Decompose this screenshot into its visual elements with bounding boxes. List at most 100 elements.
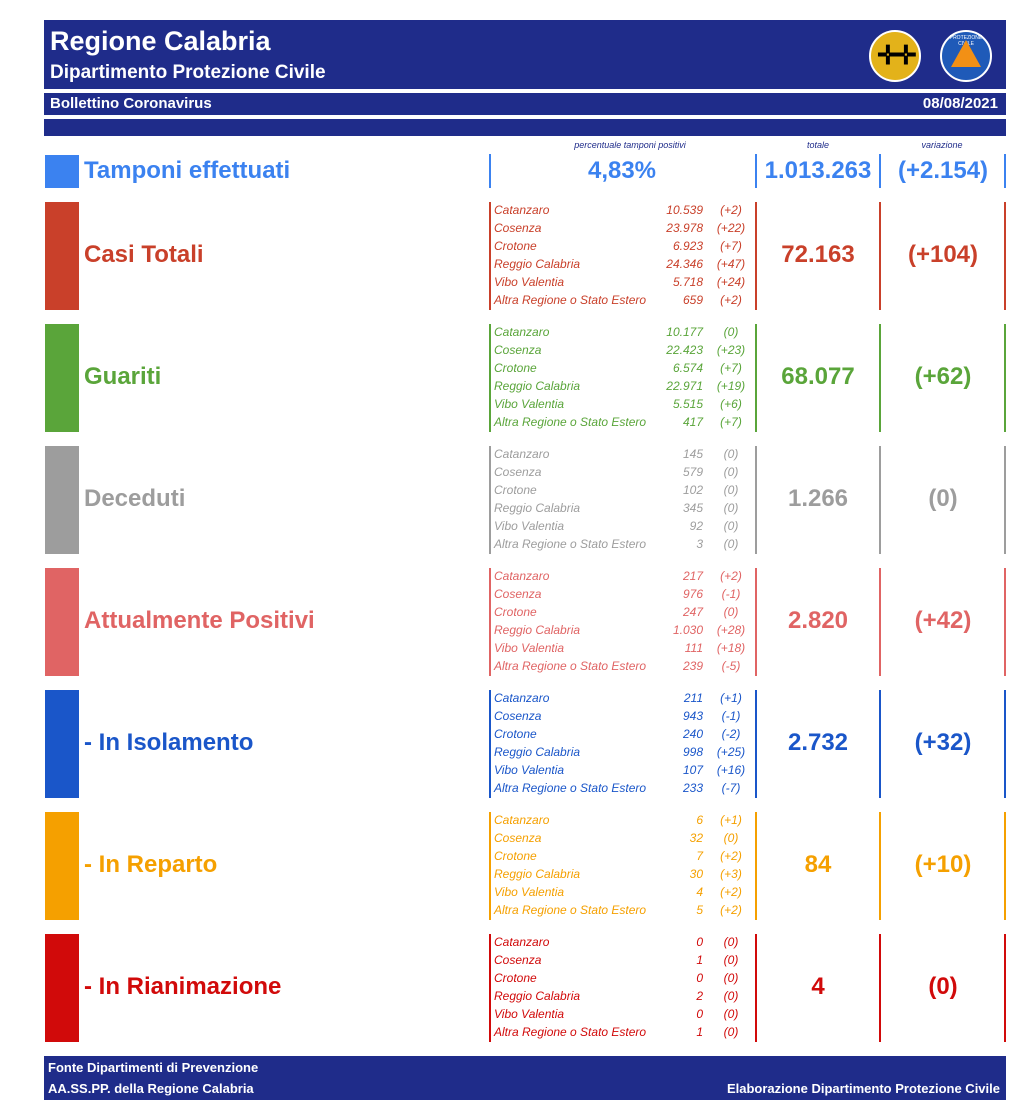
section-swatch	[45, 934, 79, 1042]
divider	[1004, 154, 1006, 188]
province-name: Crotone	[494, 727, 537, 741]
section-change: (+62)	[914, 363, 972, 390]
province-value: 211	[683, 691, 703, 705]
province-name: Altra Regione o Stato Estero	[494, 415, 647, 429]
divider	[755, 690, 757, 798]
province-value: 145	[682, 447, 703, 461]
province-name: Reggio Calabria	[494, 867, 581, 881]
province-value: 23.978	[666, 221, 703, 235]
province-name: Vibo Valentia	[494, 519, 565, 533]
tamponi-row: Tamponi effettuati 4,83% 1.013.263 (+2.1…	[0, 152, 1024, 192]
province-value: 247	[682, 605, 703, 619]
province-value: 233	[682, 781, 703, 795]
province-change: (-5)	[721, 659, 741, 673]
divider	[879, 324, 881, 432]
province-name: Catanzaro	[494, 935, 550, 949]
section-row: - In Reparto Catanzaro 6 (+1) Cosenza 32 (0) Cr…	[0, 812, 1024, 920]
province-change: (+25)	[716, 745, 746, 759]
province-value: 943	[682, 709, 703, 723]
province-change: (0)	[723, 465, 739, 479]
footer-source-2: AA.SS.PP. della Regione Calabria	[48, 1081, 254, 1096]
page-title: Regione Calabria	[50, 26, 271, 56]
province-change: (0)	[723, 935, 739, 949]
province-name: Catanzaro	[494, 569, 550, 583]
page-subtitle: Dipartimento Protezione Civile	[50, 62, 326, 83]
province-value: 0	[696, 935, 703, 949]
province-value: 24.346	[666, 257, 703, 271]
province-change: (0)	[723, 483, 739, 497]
section-swatch	[45, 446, 79, 554]
section-swatch	[45, 812, 79, 920]
province-value: 22.423	[666, 343, 703, 357]
section-change: (0)	[928, 973, 958, 1000]
province-change: (+7)	[720, 239, 742, 253]
divider	[755, 568, 757, 676]
province-value: 2	[696, 989, 703, 1003]
province-change: (-7)	[721, 781, 741, 795]
section-label: Casi Totali	[84, 241, 204, 268]
province-name: Catanzaro	[494, 691, 550, 705]
province-change: (0)	[723, 519, 739, 533]
section-change: (+104)	[907, 241, 979, 268]
divider	[879, 568, 881, 676]
province-change: (0)	[723, 1007, 739, 1021]
bulletin-bar: Bollettino Coronavirus 08/08/2021	[44, 93, 1006, 115]
province-value: 22.971	[666, 379, 703, 393]
province-value: 6	[696, 813, 703, 827]
divider	[1004, 812, 1006, 920]
section-total: 72.163	[781, 241, 855, 268]
section-change: (+10)	[914, 851, 972, 878]
province-name: Cosenza	[494, 953, 542, 967]
divider	[489, 202, 491, 310]
section-label: - In Isolamento	[84, 729, 254, 756]
province-name: Catanzaro	[494, 813, 550, 827]
province-name: Vibo Valentia	[494, 641, 565, 655]
province-value: 6.574	[672, 361, 703, 375]
province-name: Cosenza	[494, 831, 542, 845]
province-change: (+2)	[720, 203, 742, 217]
divider	[1004, 446, 1006, 554]
divider	[1004, 324, 1006, 432]
province-change: (0)	[723, 447, 739, 461]
province-value: 5.718	[672, 275, 703, 289]
province-name: Cosenza	[494, 465, 542, 479]
province-name: Reggio Calabria	[494, 379, 581, 393]
province-value: 579	[682, 465, 703, 479]
bulletin-title: Bollettino Coronavirus	[50, 95, 212, 112]
province-value: 6.923	[672, 239, 703, 253]
tamponi-total: 1.013.263	[764, 157, 872, 184]
divider	[489, 568, 491, 676]
province-value: 102	[682, 483, 703, 497]
province-change: (-1)	[721, 709, 741, 723]
province-name: Altra Regione o Stato Estero	[494, 537, 647, 551]
province-value: 32	[689, 831, 703, 845]
province-name: Altra Regione o Stato Estero	[494, 293, 647, 307]
province-value: 217	[682, 569, 703, 583]
province-change: (+2)	[720, 885, 742, 899]
province-name: Altra Regione o Stato Estero	[494, 659, 647, 673]
separator-bar	[44, 119, 1006, 136]
footer-source: Fonte Dipartimenti di Prevenzione	[48, 1060, 259, 1075]
section-row: - In Rianimazione Catanzaro 0 (0) Cosenza 1 (0…	[0, 934, 1024, 1042]
province-change: (0)	[723, 1025, 739, 1039]
province-name: Crotone	[494, 605, 537, 619]
province-value: 7	[696, 849, 703, 863]
province-change: (+1)	[720, 813, 742, 827]
province-name: Cosenza	[494, 709, 542, 723]
province-change: (+28)	[716, 623, 746, 637]
province-name: Catanzaro	[494, 447, 550, 461]
province-change: (0)	[723, 605, 739, 619]
province-value: 107	[682, 763, 703, 777]
province-change: (+7)	[720, 415, 742, 429]
province-change: (+2)	[720, 903, 742, 917]
column-header-change: variazione	[921, 140, 963, 150]
divider	[879, 154, 881, 188]
province-change: (+22)	[716, 221, 746, 235]
province-change: (+23)	[716, 343, 746, 357]
province-value: 0	[696, 971, 703, 985]
province-value: 111	[684, 641, 703, 655]
divider	[755, 446, 757, 554]
section-row: Casi Totali Catanzaro 10.539 (+2) Cosenza 23.…	[0, 202, 1024, 310]
province-name: Reggio Calabria	[494, 257, 581, 271]
tamponi-label: Tamponi effettuati	[84, 157, 291, 184]
